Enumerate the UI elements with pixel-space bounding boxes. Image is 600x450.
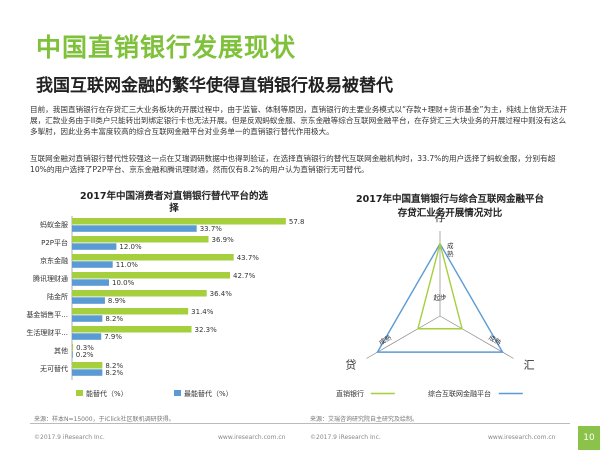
radar-axis-label: 贷 <box>345 358 356 372</box>
website-left: www.iresearch.com.cn <box>218 434 286 441</box>
legend-label: 综合互联网金融平台 <box>428 389 491 398</box>
bar-category-label: 陆金所 <box>47 292 68 301</box>
bar-chart: 2017年中国消费者对直销银行替代平台的选 择 蚂蚁金服 57.8% 33.7% P2… <box>26 190 304 398</box>
bar-best-replace <box>72 261 113 268</box>
bar-value-label: 32.3% <box>195 326 218 334</box>
bar-value-label: 10.0% <box>112 279 135 287</box>
bar-value-label: 36.9% <box>212 236 235 244</box>
copyright-left: ©2017.9 iResearch Inc. <box>34 434 105 441</box>
bar-can-replace <box>72 272 230 279</box>
body-paragraph-1: 目前，我国直销银行在存贷汇三大业务板块的开展过程中，由于监管、体制等原因，直销银… <box>30 105 567 136</box>
bar-best-replace <box>72 333 102 340</box>
bar-chart-title: 2017年中国消费者对直销银行替代平台的选 <box>80 190 268 202</box>
radar-chart: 2017年中国直销银行与综合互联网金融平台 存贷汇业务开展情况对比 存贷 汇起步成… <box>336 193 544 398</box>
bar-value-label: 11.0% <box>116 261 139 269</box>
bar-best-replace <box>72 297 105 304</box>
bar-can-replace <box>72 218 286 225</box>
legend-swatch <box>76 390 83 396</box>
footer-divider <box>30 423 570 424</box>
bar-value-label: 8.2% <box>105 362 123 370</box>
bar-category-label: 基金销售平... <box>26 310 68 319</box>
radar-chart-title-line2: 存贷汇业务开展情况对比 <box>397 207 503 219</box>
bar-value-label: 8.2% <box>105 315 123 323</box>
bar-best-replace <box>72 369 103 376</box>
bar-value-label: 33.7% <box>200 225 223 233</box>
radar-level-label: 成熟 <box>377 332 393 347</box>
legend-swatch <box>174 390 181 396</box>
legend-label: 最能替代（%） <box>184 389 233 398</box>
radar-level-label: 熟 <box>447 249 454 258</box>
radar-level-label: 成 <box>447 241 454 250</box>
body-paragraph-2: 互联网金融对直销银行替代性较强这一点在艾瑞调研数据中也得到验证，在选择直销银行的… <box>30 154 556 174</box>
bar-category-label: 蚂蚁金服 <box>40 220 68 229</box>
source-note-right: 来源：艾瑞咨询研究院自主研究及绘制。 <box>310 416 419 423</box>
radar-chart-title: 2017年中国直销银行与综合互联网金融平台 <box>356 193 544 205</box>
bar-value-label: 0.3% <box>76 344 94 352</box>
bar-value-label: 43.7% <box>237 254 260 262</box>
bar-category-label: 其他 <box>54 346 68 355</box>
bar-chart-title-wrap: 择 <box>169 202 179 214</box>
bar-category-label: P2P平台 <box>41 238 68 247</box>
bar-category-label: 生活理财平... <box>26 328 68 337</box>
source-note-left: 来源：样本N=15000，于iClick社区联机调研获得。 <box>34 416 175 423</box>
page-title: 中国直销银行发展现状 <box>36 33 297 62</box>
bar-best-replace <box>72 279 109 286</box>
bar-chart-plot: 蚂蚁金服 57.8% 33.7% P2P平台 36.9% 12.0% 京东金融 43.7% 11… <box>26 218 304 377</box>
radar-axis-label: 汇 <box>524 359 535 372</box>
bar-value-label: 36.4% <box>210 290 233 298</box>
radar-level-label: 成熟 <box>487 333 503 348</box>
legend-label: 能替代（%） <box>86 389 128 398</box>
bar-value-label: 42.7% <box>233 272 256 280</box>
bar-category-label: 无可替代 <box>40 364 68 373</box>
radar-axis-line <box>439 315 514 359</box>
bar-best-replace <box>72 225 197 232</box>
radar-axis-line <box>366 315 441 359</box>
bar-can-replace <box>72 236 209 243</box>
bar-category-label: 腾讯理财通 <box>33 274 68 283</box>
radar-axis-label: 存 <box>435 210 446 224</box>
bar-best-replace <box>72 243 117 250</box>
bar-chart-legend: 能替代（%） 最能替代（%） <box>76 389 233 398</box>
bar-value-label: 0.2% <box>76 351 94 359</box>
copyright-right: ©2017.9 iResearch Inc. <box>310 434 381 441</box>
bar-value-label: 7.9% <box>104 333 122 341</box>
bar-can-replace <box>72 308 189 315</box>
page-subtitle: 我国互联网金融的繁华使得直销银行极易被替代 <box>36 76 393 96</box>
bar-can-replace <box>72 326 192 333</box>
bar-category-label: 京东金融 <box>40 256 68 265</box>
bar-value-label: 8.9% <box>108 297 126 305</box>
bar-can-replace <box>72 344 74 351</box>
website-right: www.iresearch.com.cn <box>488 434 556 441</box>
page-number: 10 <box>578 426 600 450</box>
bar-value-label: 57.8% <box>289 218 304 226</box>
bar-best-replace <box>72 315 103 322</box>
bar-best-replace <box>72 351 73 358</box>
bar-value-label: 31.4% <box>191 308 214 316</box>
radar-chart-legend: 直销银行 综合互联网金融平台 <box>336 389 523 398</box>
radar-level-label: 起步 <box>434 293 448 301</box>
radar-series-platform <box>376 242 504 353</box>
legend-label: 直销银行 <box>336 389 364 398</box>
radar-series-direct-bank <box>417 240 463 330</box>
bar-can-replace <box>72 290 207 297</box>
bar-value-label: 8.2% <box>105 369 123 377</box>
bar-can-replace <box>72 362 103 369</box>
bar-can-replace <box>72 254 234 261</box>
bar-value-label: 12.0% <box>119 243 142 251</box>
